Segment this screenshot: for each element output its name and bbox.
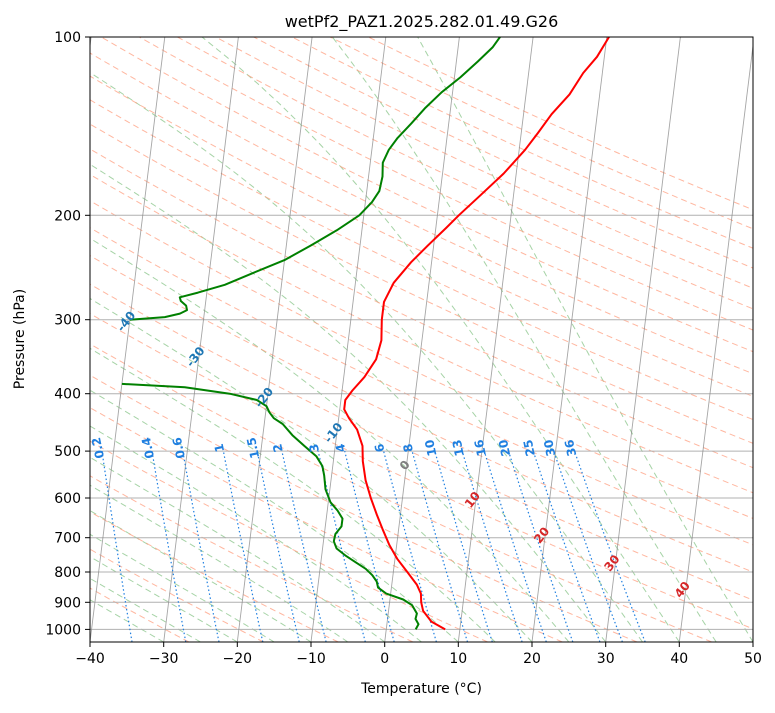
y-tick-label: 700: [54, 531, 81, 547]
chart-title: wetPf2_PAZ1.2025.282.01.49.G26: [285, 12, 559, 32]
y-axis-label: Pressure (hPa): [12, 289, 28, 389]
x-tick-label: 30: [597, 651, 615, 667]
x-tick-label: −40: [75, 651, 105, 667]
x-tick-label: −10: [296, 651, 326, 667]
y-tick-label: 400: [54, 387, 81, 403]
y-tick-label: 200: [54, 208, 81, 224]
y-tick-label: 600: [54, 491, 81, 507]
x-tick-label: 10: [449, 651, 467, 667]
x-tick-label: −20: [223, 651, 253, 667]
x-tick-label: 0: [380, 651, 389, 667]
x-tick-label: 50: [744, 651, 762, 667]
x-tick-label: 20: [523, 651, 541, 667]
y-tick-label: 1000: [45, 622, 81, 638]
y-tick-label: 500: [54, 444, 81, 460]
y-tick-label: 800: [54, 565, 81, 581]
x-tick-label: −30: [149, 651, 179, 667]
y-tick-label: 100: [54, 30, 81, 46]
x-axis-label: Temperature (°C): [360, 681, 482, 697]
x-tick-label: 40: [670, 651, 688, 667]
y-tick-label: 300: [54, 313, 81, 329]
y-tick-label: 900: [54, 595, 81, 611]
